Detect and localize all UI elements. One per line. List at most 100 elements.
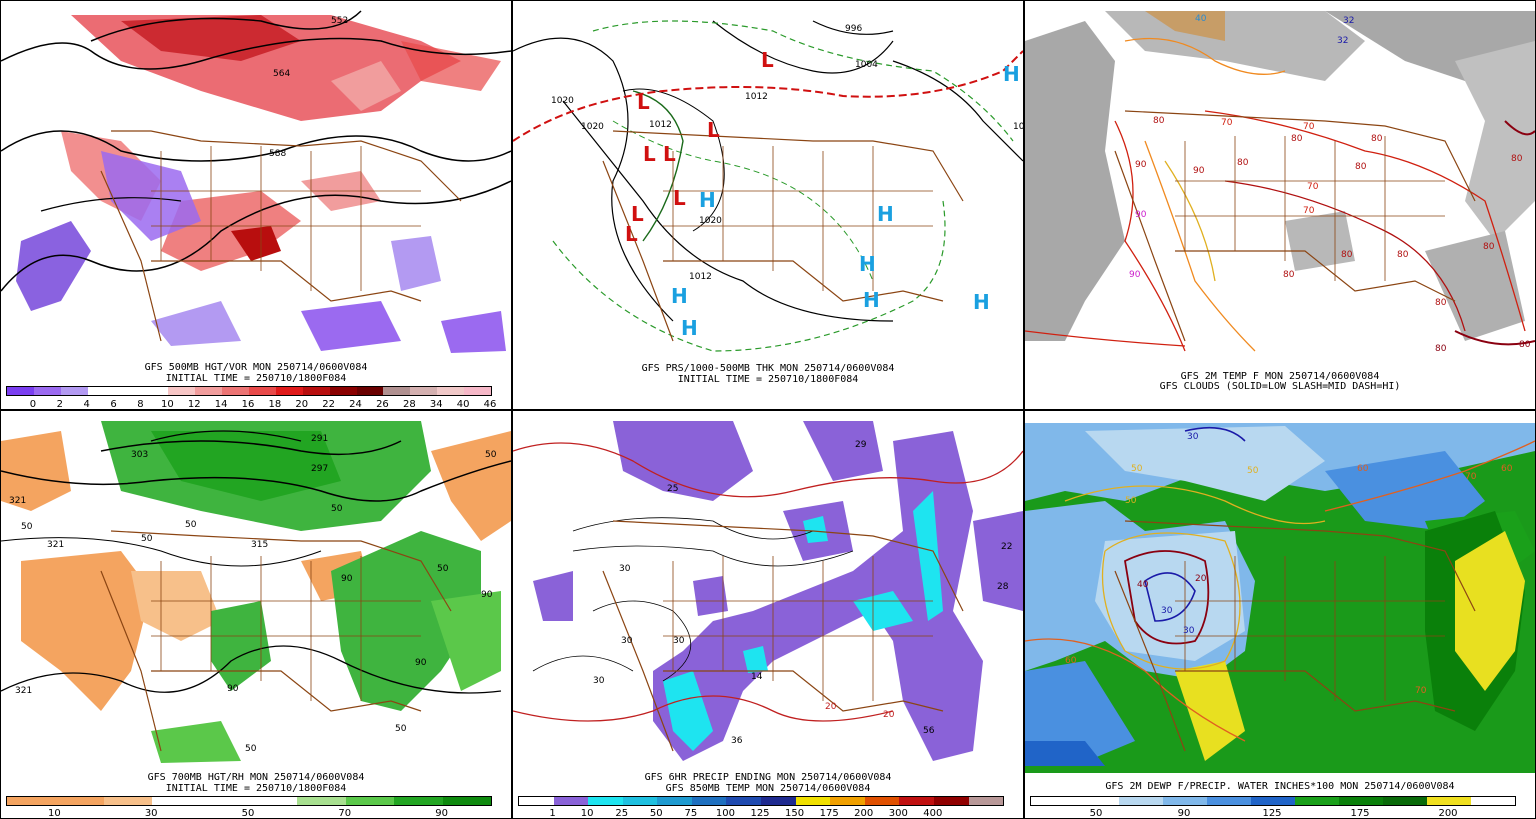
precip-colorbar-labels: 1 10 25 50 75 100 125 150 175 200 300 400 xyxy=(518,808,1002,819)
dewpoint-label: 50 xyxy=(1247,466,1259,476)
rh-colorbar-labels: 10 30 50 70 90 xyxy=(6,808,490,819)
colorbar-swatch xyxy=(297,797,346,805)
temp-contour-label: 70 xyxy=(1307,182,1319,192)
colorbar-swatch xyxy=(864,797,900,805)
rh-contour-label: 90 xyxy=(227,684,239,694)
colorbar-tick-label: 125 xyxy=(750,808,770,819)
panel-title: GFS PRS/1000-500MB THK MON 250714/0600V0… xyxy=(641,363,895,374)
contour-label-564: 564 xyxy=(273,69,290,79)
colorbar-swatch xyxy=(464,387,492,395)
colorbar-swatch xyxy=(795,797,831,805)
colorbar-tick-label: 300 xyxy=(888,808,908,819)
colorbar-swatch xyxy=(55,797,104,805)
colorbar-swatch xyxy=(302,387,330,395)
temp-contour-label: 90 xyxy=(1193,166,1205,176)
hgt-contour-label: 321 xyxy=(47,540,64,550)
temp-contour-label: 90 xyxy=(1129,270,1141,280)
temp-label: 30 xyxy=(619,564,631,574)
colorbar-swatch xyxy=(222,387,250,395)
temp-contour-label: 70 xyxy=(1221,118,1233,128)
high-pressure-marker: H xyxy=(1003,62,1020,86)
colorbar-tick-label: 10 xyxy=(48,808,61,819)
colorbar-swatch xyxy=(933,797,969,805)
contour-label-552: 552 xyxy=(331,16,348,26)
temp-contour-label: 40 xyxy=(1195,14,1207,24)
colorbar-swatch xyxy=(657,797,692,805)
colorbar-swatch xyxy=(103,797,153,805)
temp-contour-label: 70 xyxy=(1303,122,1315,132)
colorbar-tick-label: 28 xyxy=(402,399,416,410)
colorbar-swatch xyxy=(830,797,865,805)
panel-precip-850mb-temp: 29 25 22 28 30 30 14 36 56 20 20 30 30 G… xyxy=(512,410,1024,819)
colorbar-swatch xyxy=(1075,797,1119,805)
dewpoint-label: 50 xyxy=(1125,496,1137,506)
low-pressure-marker: L xyxy=(673,186,686,210)
temp-contour-label: 80 xyxy=(1291,134,1303,144)
colorbar-swatch xyxy=(329,387,357,395)
temp-contour-label: 80 xyxy=(1371,134,1383,144)
colorbar-swatch xyxy=(968,797,1004,805)
rh-contour-label: 90 xyxy=(415,658,427,668)
colorbar-tick-label: 2 xyxy=(56,399,63,410)
low-pressure-marker: L xyxy=(625,222,638,246)
colorbar-swatch xyxy=(410,387,438,395)
low-pressure-marker: L xyxy=(707,118,720,142)
isobar-label: 1020 xyxy=(551,96,574,106)
panel-init-time: INITIAL TIME = 250710/1800F084 xyxy=(165,783,347,794)
colorbar-tick-label: 200 xyxy=(1438,808,1458,819)
colorbar-tick-label: 1 xyxy=(549,808,556,819)
colorbar-swatch xyxy=(356,387,384,395)
colorbar-swatch xyxy=(1471,797,1515,805)
hgt-contour-label: 297 xyxy=(311,464,328,474)
colorbar-tick-label: 400 xyxy=(923,808,943,819)
temp-contour-label: 80 xyxy=(1435,344,1447,354)
temp-contour-label: 80 xyxy=(1519,340,1531,350)
colorbar-tick-label: 4 xyxy=(83,399,90,410)
dewpoint-label: 70 xyxy=(1415,686,1427,696)
colorbar-swatch xyxy=(394,797,443,805)
rh-contour-label: 50 xyxy=(485,450,497,460)
colorbar-tick-label: 46 xyxy=(483,399,497,410)
colorbar-tick-label: 70 xyxy=(338,808,352,819)
rh-contour-label: 50 xyxy=(141,534,153,544)
panel-pressure-thickness: 1020 1020 1012 1012 1004 996 1012 1020 1… xyxy=(512,0,1024,410)
rh-contour-label: 50 xyxy=(245,744,257,754)
precip-map: 29 25 22 28 30 30 14 36 56 20 20 30 30 xyxy=(513,421,1023,761)
colorbar-swatch xyxy=(275,387,303,395)
high-pressure-marker: H xyxy=(863,288,880,312)
panel-subtitle: GFS CLOUDS (SOLID=LOW SLASH=MID DASH=HI) xyxy=(1159,381,1401,392)
isobar-label: 1020 xyxy=(581,122,604,132)
rh-contour-label: 50 xyxy=(437,564,449,574)
colorbar-swatch xyxy=(7,387,34,395)
colorbar-tick-label: 34 xyxy=(429,399,443,410)
panel-title: GFS 2M TEMP F MON 250714/0600V084 xyxy=(1180,371,1380,382)
high-pressure-marker: H xyxy=(681,316,698,340)
temp-contour-label: 70 xyxy=(1303,206,1315,216)
colorbar-tick-label: 18 xyxy=(268,399,282,410)
colorbar-swatch xyxy=(622,797,658,805)
precip-colorbar xyxy=(518,796,1004,806)
colorbar-tick-label: 40 xyxy=(456,399,470,410)
colorbar-swatch xyxy=(1119,797,1163,805)
panel-init-time: INITIAL TIME = 250710/1800F084 xyxy=(677,374,859,385)
temp-contour-label: 80 xyxy=(1237,158,1249,168)
contour-label-588: 588 xyxy=(269,149,286,159)
precip-label: 56 xyxy=(923,726,935,736)
colorbar-tick-label: 30 xyxy=(144,808,158,819)
low-pressure-marker: L xyxy=(643,142,656,166)
panel-init-time: INITIAL TIME = 250710/1800F084 xyxy=(165,373,347,384)
dewpoint-label: 20 xyxy=(1195,574,1207,584)
colorbar-swatch xyxy=(1339,797,1383,805)
temp-contour-label: 80 xyxy=(1153,116,1165,126)
dewpoint-label: 70 xyxy=(1465,472,1477,482)
colorbar-swatch xyxy=(726,797,762,805)
dewpoint-label: 50 xyxy=(1131,464,1143,474)
isobar-label: 1012 xyxy=(689,272,712,282)
precip-water-colorbar-labels: 50 90 125 175 200 xyxy=(1030,808,1514,819)
temp-label: 30 xyxy=(673,636,685,646)
colorbar-tick-label: 90 xyxy=(435,808,448,819)
colorbar-swatch xyxy=(588,797,623,805)
dewpoint-label: 30 xyxy=(1161,606,1173,616)
precip-label: 28 xyxy=(997,582,1009,592)
isobar-label: 996 xyxy=(845,24,862,34)
